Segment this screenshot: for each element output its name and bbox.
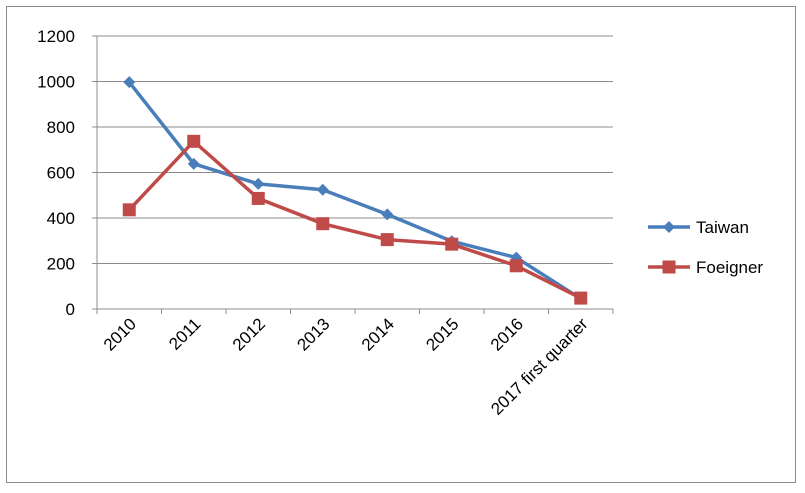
series-line bbox=[127, 139, 582, 300]
x-tick-label: 2012 bbox=[229, 314, 269, 354]
series-foeigner bbox=[122, 134, 588, 305]
square-marker bbox=[662, 260, 676, 274]
diamond-marker bbox=[316, 183, 329, 196]
y-tick-label: 800 bbox=[47, 118, 75, 137]
square-marker bbox=[187, 134, 201, 148]
y-tick-label: 1000 bbox=[37, 73, 75, 92]
square-marker bbox=[574, 291, 588, 305]
diamond-marker bbox=[381, 208, 394, 221]
y-tick-label: 600 bbox=[47, 164, 75, 183]
y-tick-label: 0 bbox=[66, 300, 75, 319]
diamond-marker bbox=[123, 76, 136, 89]
x-tick-label: 2016 bbox=[487, 314, 527, 354]
y-tick-label: 1200 bbox=[37, 27, 75, 46]
gridlines bbox=[97, 35, 613, 264]
legend: Taiwan Foeigner bbox=[648, 218, 763, 277]
x-tick-label: 2013 bbox=[293, 314, 333, 354]
diamond-marker bbox=[663, 221, 675, 233]
square-marker bbox=[445, 237, 459, 251]
square-marker bbox=[251, 191, 265, 205]
series-line bbox=[127, 81, 582, 301]
diamond-marker bbox=[187, 157, 200, 170]
chart-frame bbox=[6, 6, 796, 483]
y-axis-tick-labels: 0 200 400 600 800 1000 1200 bbox=[37, 27, 75, 319]
diamond-marker bbox=[252, 177, 265, 190]
x-tick-label: 2010 bbox=[100, 314, 140, 354]
square-marker bbox=[380, 233, 394, 247]
y-tick-label: 400 bbox=[47, 209, 75, 228]
legend-item: Foeigner bbox=[648, 258, 763, 277]
square-marker bbox=[509, 259, 523, 273]
square-marker bbox=[316, 217, 330, 231]
axes bbox=[92, 35, 614, 314]
square-marker bbox=[122, 203, 136, 217]
x-tick-label: 2015 bbox=[422, 314, 462, 354]
legend-label: Foeigner bbox=[696, 258, 763, 277]
legend-item: Taiwan bbox=[648, 218, 749, 237]
x-tick-label: 2011 bbox=[165, 314, 204, 353]
y-tick-label: 200 bbox=[47, 255, 75, 274]
legend-label: Taiwan bbox=[696, 218, 749, 237]
x-tick-label: 2014 bbox=[358, 314, 398, 354]
series bbox=[122, 76, 588, 305]
